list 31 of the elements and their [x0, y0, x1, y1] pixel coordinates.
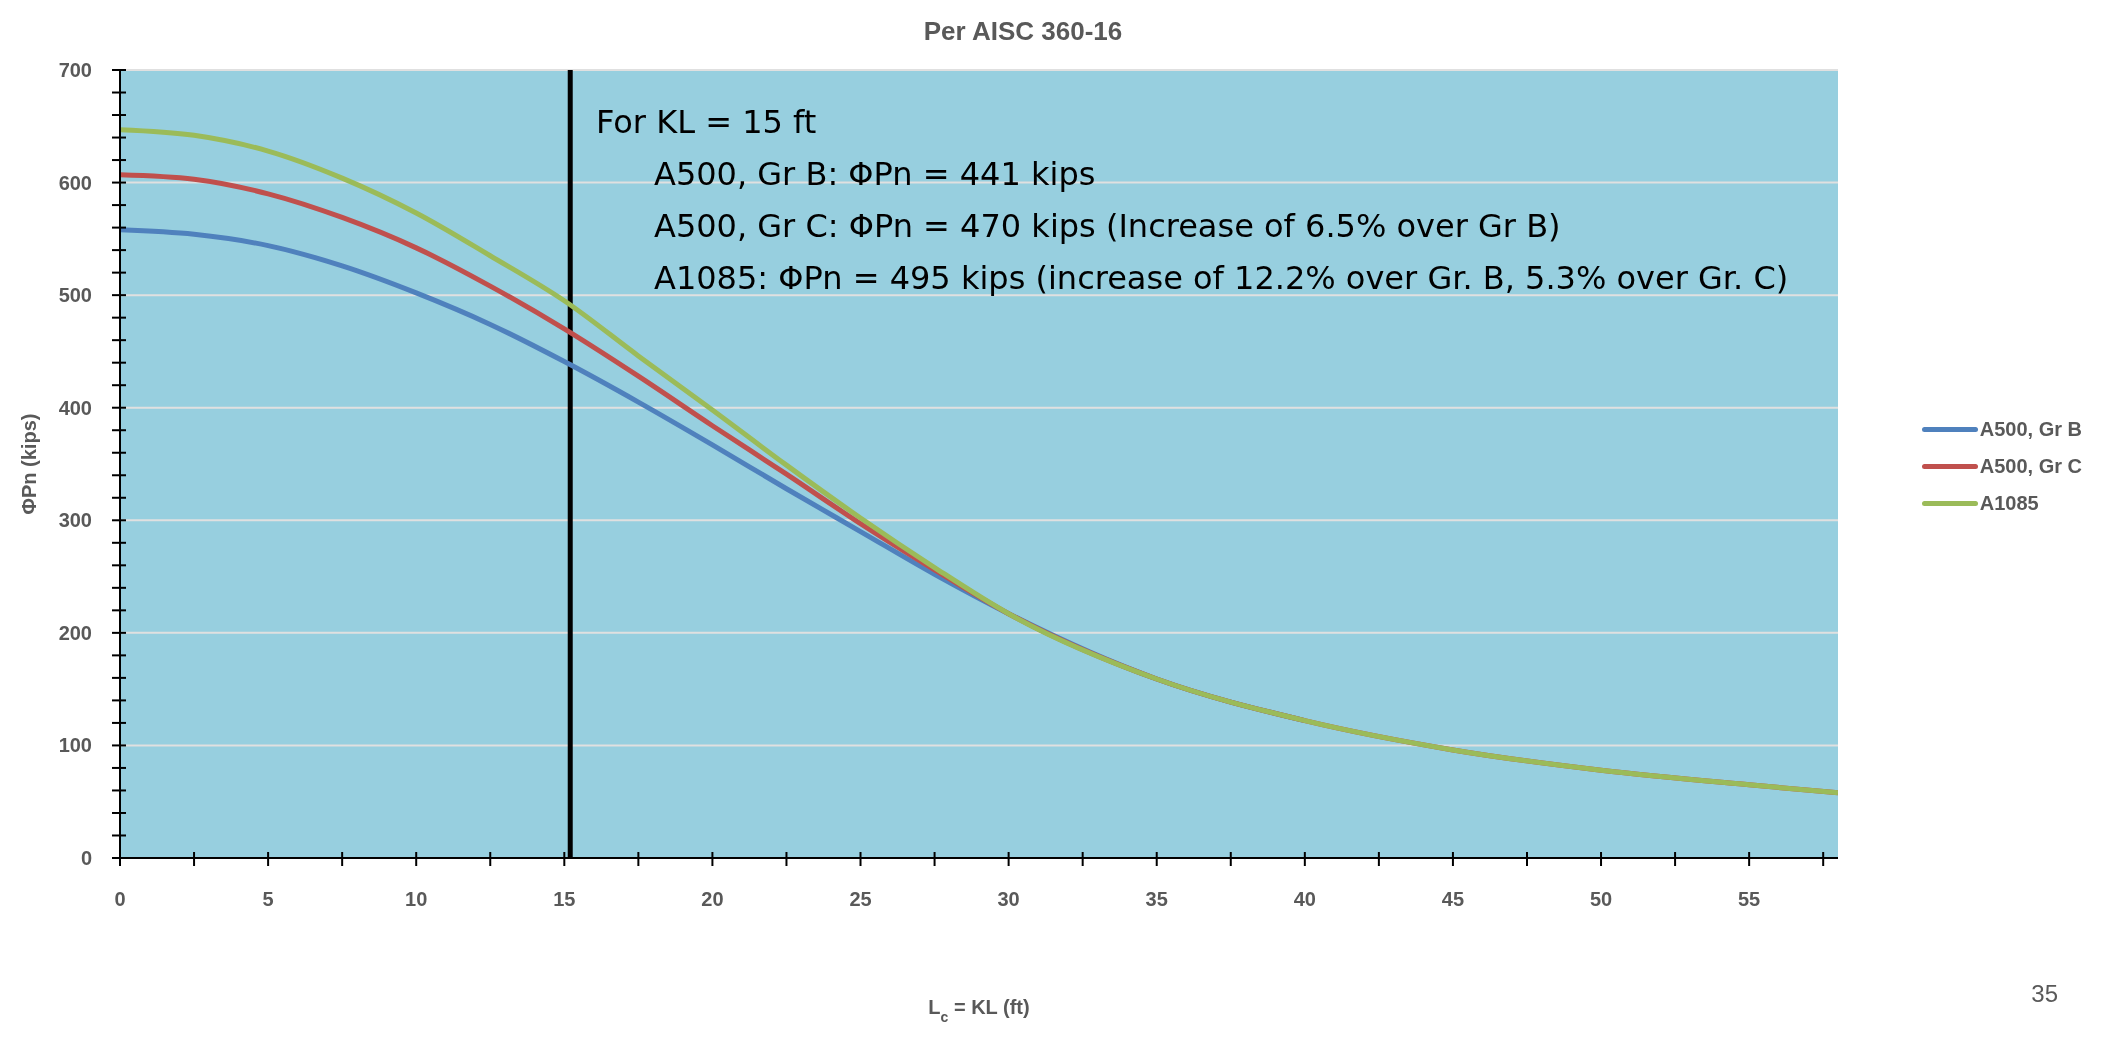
y-tick-label: 0 [80, 847, 92, 869]
annotation: A1085: ΦPn = 495 kips (increase of 12.2% over Gr. B, 5.3% over Gr. C) [653, 258, 1789, 299]
x-tick-label: 55 [1738, 888, 1761, 910]
text: 35 [2031, 980, 2058, 1008]
y-tick-label: 200 [58, 621, 92, 644]
y-tick-label: 700 [58, 59, 92, 81]
annotation: A500, Gr C: ΦPn = 470 kips (Increase of 6.5% over Gr B) [653, 206, 1562, 247]
legend-label: A1085 [1978, 492, 2040, 515]
x-tick-label: 5 [262, 888, 274, 910]
y-tick-label: 100 [58, 734, 92, 757]
x-tick-label: 30 [997, 888, 1020, 910]
x-tick-label: 40 [1293, 888, 1316, 910]
x-tick-label: 15 [553, 888, 576, 910]
x-tick-label: 20 [701, 888, 724, 910]
y-axis-title: ΦPn (kips) [18, 413, 40, 515]
x-tick-label: 50 [1589, 888, 1613, 910]
legend-label: A500, Gr B [1978, 418, 2082, 441]
legend-label: A500, Gr C [1978, 455, 2082, 478]
annotation: For KL = 15 ft [596, 102, 818, 143]
x-tick-label: 25 [849, 888, 872, 910]
x-axis-title: L$_{c}$ = KL (ft) [928, 996, 1030, 1025]
x-tick-label: 0 [114, 888, 126, 910]
annotation: A500, Gr B: ΦPn = 441 kips [653, 154, 1097, 195]
y-tick-label: 500 [58, 284, 92, 307]
y-tick-label: 600 [58, 171, 92, 194]
y-tick-label: 300 [58, 509, 92, 532]
x-tick-label: 10 [405, 888, 428, 910]
chart-title: Per AISC 360-16 [922, 16, 1124, 47]
y-tick-label: 400 [58, 396, 92, 419]
x-tick-label: 35 [1145, 888, 1168, 910]
x-tick-label: 45 [1441, 888, 1465, 910]
